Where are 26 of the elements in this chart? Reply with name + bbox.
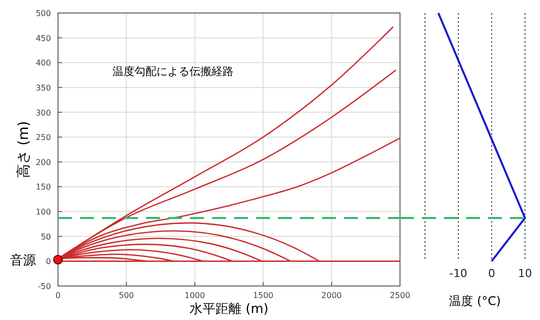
y-tick-label: 50 xyxy=(40,232,51,242)
y-axis-title: 高さ (m) xyxy=(16,120,32,178)
x-tick-label: 2000 xyxy=(321,291,342,300)
x-tick-label: 0 xyxy=(488,267,496,280)
x-tick-label: -10 xyxy=(449,267,468,280)
y-tick-label: 200 xyxy=(36,158,51,167)
text: 温度勾配による伝搬経路 xyxy=(112,65,234,78)
x-tick-label: 2500 xyxy=(390,291,410,300)
y-tick-label: 450 xyxy=(36,34,51,43)
y-tick-label: 0 xyxy=(46,257,51,266)
x-tick-label: 1000 xyxy=(184,291,205,300)
x-axis-title: 温度 (°C) xyxy=(449,294,501,308)
y-tick-label: 500 xyxy=(36,9,51,18)
y-tick-label: 350 xyxy=(36,83,51,92)
y-tick-label: 250 xyxy=(36,133,51,142)
x-axis-title: 水平距離 (m) xyxy=(190,302,268,317)
x-tick-label: 0 xyxy=(55,291,61,300)
y-tick-label: 300 xyxy=(36,108,51,118)
y-tick-label: 100 xyxy=(36,208,51,217)
x-tick-label: 10 xyxy=(518,267,532,280)
y-tick-label: -50 xyxy=(38,282,51,291)
annotation: 音源 xyxy=(10,254,36,269)
y-tick-label: 400 xyxy=(36,58,51,68)
y-tick-label: 150 xyxy=(36,182,51,192)
x-tick-label: 1500 xyxy=(253,291,274,300)
x-tick-label: 500 xyxy=(118,291,134,300)
